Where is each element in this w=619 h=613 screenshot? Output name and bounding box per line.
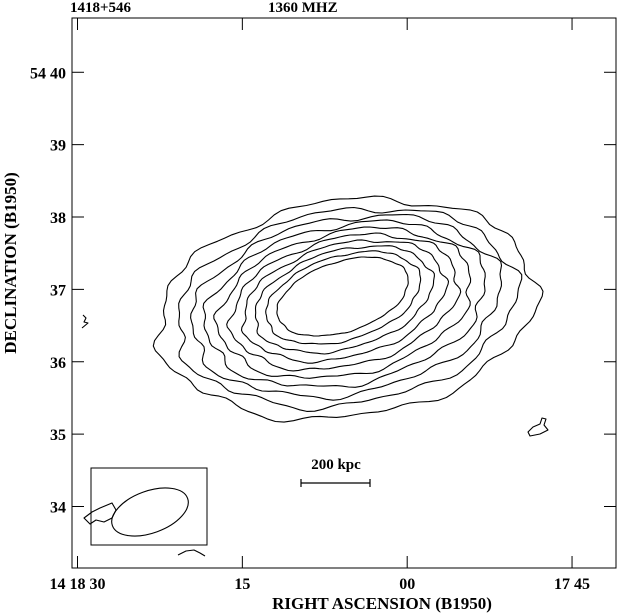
contour-level-5 <box>213 226 472 379</box>
contour-level-6 <box>226 232 462 372</box>
contour-level-10 <box>276 256 409 337</box>
x-tick-label-0: 14 18 30 <box>49 576 105 593</box>
noise-contour-bottom <box>177 549 206 557</box>
source-contours <box>152 195 544 423</box>
scale-bar-label: 200 kpc <box>311 457 361 473</box>
beam-inset-noise-contour <box>83 502 117 525</box>
contour-level-7 <box>240 239 450 364</box>
contour-level-3 <box>190 213 503 401</box>
contour-level-1 <box>152 195 544 423</box>
x-tick-label-3: 17 45 <box>554 576 590 593</box>
contour-level-9 <box>265 250 422 345</box>
y-tick-label-1: 39 <box>50 138 66 155</box>
contour-level-2 <box>178 206 523 412</box>
y-tick-label-5: 35 <box>50 427 66 444</box>
noise-contour-right <box>527 417 549 437</box>
chart-title-source: 1418+546 <box>70 0 132 16</box>
y-tick-label-2: 38 <box>50 210 66 227</box>
y-ticks: 54 40 39 38 37 36 35 34 <box>30 65 616 516</box>
contour-level-4 <box>202 219 486 388</box>
x-tick-label-1: 15 <box>234 576 250 593</box>
x-ticks: 14 18 30 15 00 17 45 <box>49 18 590 593</box>
y-tick-label-6: 34 <box>50 499 66 516</box>
noise-contour-left <box>81 314 89 329</box>
y-tick-label-3: 37 <box>50 282 66 299</box>
x-tick-label-2: 00 <box>399 576 415 593</box>
y-tick-label-4: 36 <box>50 355 66 372</box>
beam-inset-box <box>90 467 208 546</box>
chart-title-frequency: 1360 MHZ <box>268 0 338 16</box>
x-axis-label: RIGHT ASCENSION (B1950) <box>272 594 492 613</box>
beam-ellipse <box>111 487 189 537</box>
y-axis-label: DECLINATION (B1950) <box>1 172 20 354</box>
y-tick-label-0: 54 40 <box>30 65 66 82</box>
contour-level-8 <box>254 245 435 355</box>
plot-frame <box>71 17 617 569</box>
